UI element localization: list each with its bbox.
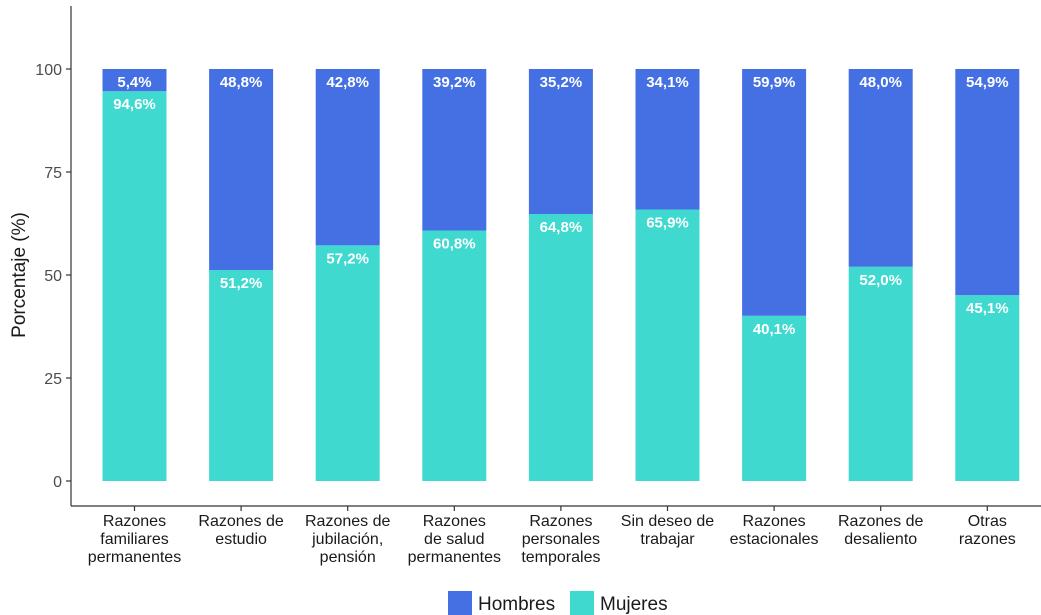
data-label-mujeres: 40,1%	[753, 321, 796, 338]
bar-hombres-5	[528, 69, 593, 215]
axes-layer: 0 25 50 75 100 Razones familiares permanentes Ra…	[35, 6, 1041, 566]
legend-label-hombres: Hombres	[478, 594, 555, 615]
y-tick-label: 75	[44, 165, 62, 182]
data-label-hombres: 42,8%	[326, 74, 369, 91]
data-label-hombres: 34,1%	[646, 74, 689, 91]
y-tick-label: 0	[53, 474, 62, 491]
legend-swatch-hombres	[448, 591, 472, 615]
bar-mujeres-9	[955, 295, 1020, 481]
bar-mujeres-8	[848, 266, 913, 481]
legend-label-mujeres: Mujeres	[600, 594, 668, 615]
data-label-mujeres: 57,2%	[326, 250, 369, 267]
bar-mujeres-3	[315, 245, 380, 481]
data-label-hombres: 39,2%	[433, 74, 476, 91]
bar-hombres-9	[955, 69, 1020, 296]
data-label-mujeres: 45,1%	[966, 300, 1009, 317]
legend-swatch-mujeres	[570, 591, 594, 615]
y-axis-title: Porcentaje (%)	[9, 212, 30, 338]
x-tick-label: Razones personales temporales	[521, 513, 600, 566]
data-label-mujeres: 65,9%	[646, 214, 689, 231]
bar-mujeres-2	[209, 270, 274, 481]
data-label-hombres: 59,9%	[753, 74, 796, 91]
x-tick-label: Otras razones	[959, 513, 1016, 548]
data-label-hombres: 35,2%	[540, 74, 583, 91]
data-label-hombres: 48,0%	[859, 74, 902, 91]
data-labels-layer: 5,4% 94,6% 48,8% 51,2% 42,8% 57,2% 39,2% 60,8% 3…	[113, 74, 1008, 338]
bar-mujeres-7	[742, 315, 807, 481]
data-label-mujeres: 94,6%	[113, 96, 156, 113]
legend: Hombres Mujeres	[448, 591, 668, 615]
data-label-mujeres: 51,2%	[220, 275, 263, 292]
y-tick-label: 50	[44, 268, 62, 285]
bar-hombres-2	[209, 69, 274, 271]
bar-hombres-1	[102, 69, 167, 92]
bar-mujeres-4	[422, 230, 487, 481]
bar-hombres-3	[315, 69, 380, 246]
y-tick-label: 100	[35, 62, 62, 79]
x-tick-label: Razones familiares permanentes	[88, 513, 181, 566]
bar-hombres-4	[422, 69, 487, 231]
bar-hombres-8	[848, 69, 913, 267]
bar-hombres-6	[635, 69, 700, 210]
data-label-hombres: 54,9%	[966, 74, 1009, 91]
data-label-hombres: 48,8%	[220, 74, 263, 91]
bar-mujeres-5	[528, 214, 593, 482]
x-tick-label: Sin deseo de trabajar	[621, 513, 715, 548]
x-tick-label: Razones de jubilación, pensión	[305, 513, 390, 566]
y-tick-label: 25	[44, 371, 62, 388]
bar-mujeres-6	[635, 209, 700, 481]
x-tick-label: Razones estacionales	[730, 513, 819, 548]
bar-mujeres-1	[102, 91, 167, 482]
data-label-mujeres: 52,0%	[859, 272, 902, 289]
bars-layer	[102, 69, 1020, 482]
bar-hombres-7	[742, 69, 807, 316]
x-tick-label: Razones de desaliento	[838, 513, 923, 548]
data-label-mujeres: 64,8%	[540, 219, 583, 236]
data-label-hombres: 5,4%	[117, 74, 151, 91]
x-tick-label: Razones de estudio	[198, 513, 283, 548]
data-label-mujeres: 60,8%	[433, 236, 476, 253]
x-tick-label: Razones de salud permanentes	[408, 513, 501, 566]
